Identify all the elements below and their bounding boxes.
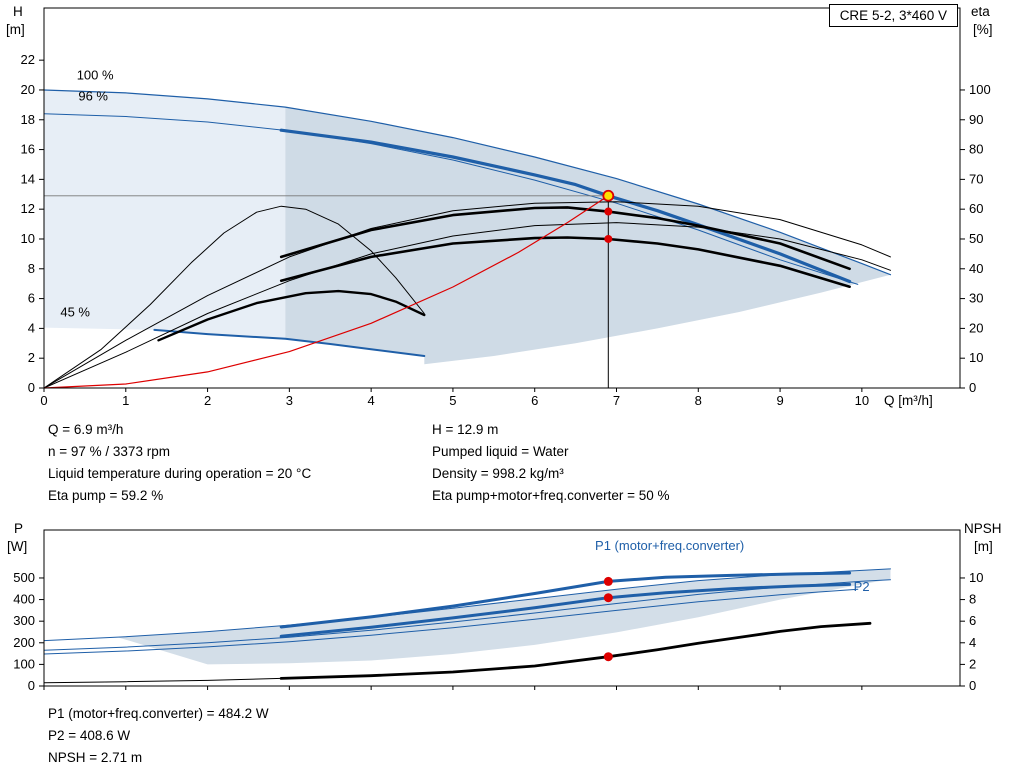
svg-text:0: 0 [969,380,976,395]
power-info: P1 (motor+freq.converter) = 484.2 W P2 =… [48,703,269,769]
eta-total-curve-45pct [157,289,426,342]
p2-marker [603,593,613,603]
duty-info-left: Q = 6.9 m³/h n = 97 % / 3373 rpm Liquid … [48,419,311,507]
q-axis-title: Q [m³/h] [884,393,933,408]
p2-curve-96pct [43,588,859,655]
operating-envelope-light [44,90,286,339]
info-head: H = 12.9 m [432,422,499,437]
eta-pump-curve-45pct [43,205,425,389]
svg-text:60: 60 [969,201,983,216]
pump-curve-45pct [153,328,426,357]
svg-text:4: 4 [28,320,35,335]
svg-text:14: 14 [21,171,35,186]
info-eta-total: Eta pump+motor+freq.converter = 50 % [432,488,670,503]
operating-envelope [285,107,891,365]
svg-text:0: 0 [969,678,976,693]
h-axis-title: H [13,4,23,19]
svg-text:0: 0 [40,393,47,408]
svg-text:500: 500 [13,570,35,585]
info-speed: n = 97 % / 3373 rpm [48,444,170,459]
svg-text:1: 1 [122,393,129,408]
eta-total-curve-duty [279,236,851,289]
svg-text:20: 20 [969,320,983,335]
svg-text:0: 0 [28,678,35,693]
info-p2: P2 = 408.6 W [48,728,131,743]
duty-info-right: H = 12.9 m Pumped liquid = Water Density… [432,419,670,507]
svg-text:100: 100 [969,82,991,97]
svg-text:3: 3 [286,393,293,408]
duty-point-marker [602,189,615,202]
system-curve [43,195,609,389]
svg-text:8: 8 [28,261,35,276]
info-liquid: Pumped liquid = Water [432,444,569,459]
p1-marker [603,576,613,586]
pump-curve-96pct [43,113,859,285]
svg-text:10: 10 [969,570,983,585]
svg-text:2: 2 [969,656,976,671]
npsh-marker [603,652,613,662]
svg-text:8: 8 [695,393,702,408]
curve-label: 96 % [78,88,108,103]
eta-axis-title: eta [971,4,990,19]
svg-text:22: 22 [21,52,35,67]
svg-text:7: 7 [613,393,620,408]
info-flow: Q = 6.9 m³/h [48,422,124,437]
svg-text:0: 0 [28,380,35,395]
npsh-axis-unit: [m] [974,539,993,554]
info-eta-pump: Eta pump = 59.2 % [48,488,164,503]
eta-pump-curve-100pct [43,201,891,389]
npsh-curve-thin [43,677,282,684]
svg-text:2: 2 [204,393,211,408]
svg-text:30: 30 [969,291,983,306]
svg-text:10: 10 [21,231,35,246]
info-npsh: NPSH = 2.71 m [48,750,143,765]
svg-text:300: 300 [13,613,35,628]
svg-text:4: 4 [969,635,976,650]
power-npsh-chart: 0 100 200 300 400 500 0 2 4 6 8 10 P1 (motor+freq.co… [13,529,983,693]
svg-text:6: 6 [531,393,538,408]
svg-text:16: 16 [21,142,35,157]
svg-text:10: 10 [969,350,983,365]
info-density: Density = 998.2 kg/m³ [432,466,564,481]
svg-text:80: 80 [969,142,983,157]
svg-text:70: 70 [969,171,983,186]
svg-text:12: 12 [21,201,35,216]
svg-text:90: 90 [969,112,983,127]
pump-curve-100pct [43,89,892,276]
curve-label: 45 % [60,304,90,319]
svg-text:9: 9 [776,393,783,408]
svg-text:400: 400 [13,592,35,607]
svg-text:18: 18 [21,112,35,127]
info-p1: P1 (motor+freq.converter) = 484.2 W [48,706,269,721]
p-axis-title: P [14,521,24,536]
svg-text:100: 100 [13,656,35,671]
svg-text:50: 50 [969,231,983,246]
svg-text:2: 2 [28,350,35,365]
pump-model-title-box: CRE 5-2, 3*460 V [828,4,958,27]
pump-curve-duty-97pct [279,128,852,284]
npsh-axis-title: NPSH [964,521,1002,536]
info-temperature: Liquid temperature during operation = 20… [48,466,312,481]
svg-text:20: 20 [21,82,35,97]
h-axis-unit: [m] [6,22,25,37]
curve-label: P2 [854,579,870,594]
curve-label: P1 (motor+freq.converter) [595,538,744,553]
curve-label: 100 % [77,68,114,83]
eta-pump-marker [604,207,613,216]
svg-text:6: 6 [28,291,35,306]
svg-text:8: 8 [969,592,976,607]
npsh-curve [279,621,872,680]
eta-axis-unit: [%] [973,22,993,37]
svg-text:5: 5 [449,393,456,408]
eta-total-marker [604,234,613,243]
eta-total-curve-100pct [43,222,891,389]
p-axis-unit: [W] [7,539,28,554]
svg-text:40: 40 [969,261,983,276]
hq-eta-chart: 0 1 2 3 4 5 6 7 8 9 100246810121416182022010203040… [21,7,991,408]
svg-text:10: 10 [855,393,869,408]
svg-text:200: 200 [13,635,35,650]
svg-text:6: 6 [969,613,976,628]
svg-text:4: 4 [368,393,375,408]
